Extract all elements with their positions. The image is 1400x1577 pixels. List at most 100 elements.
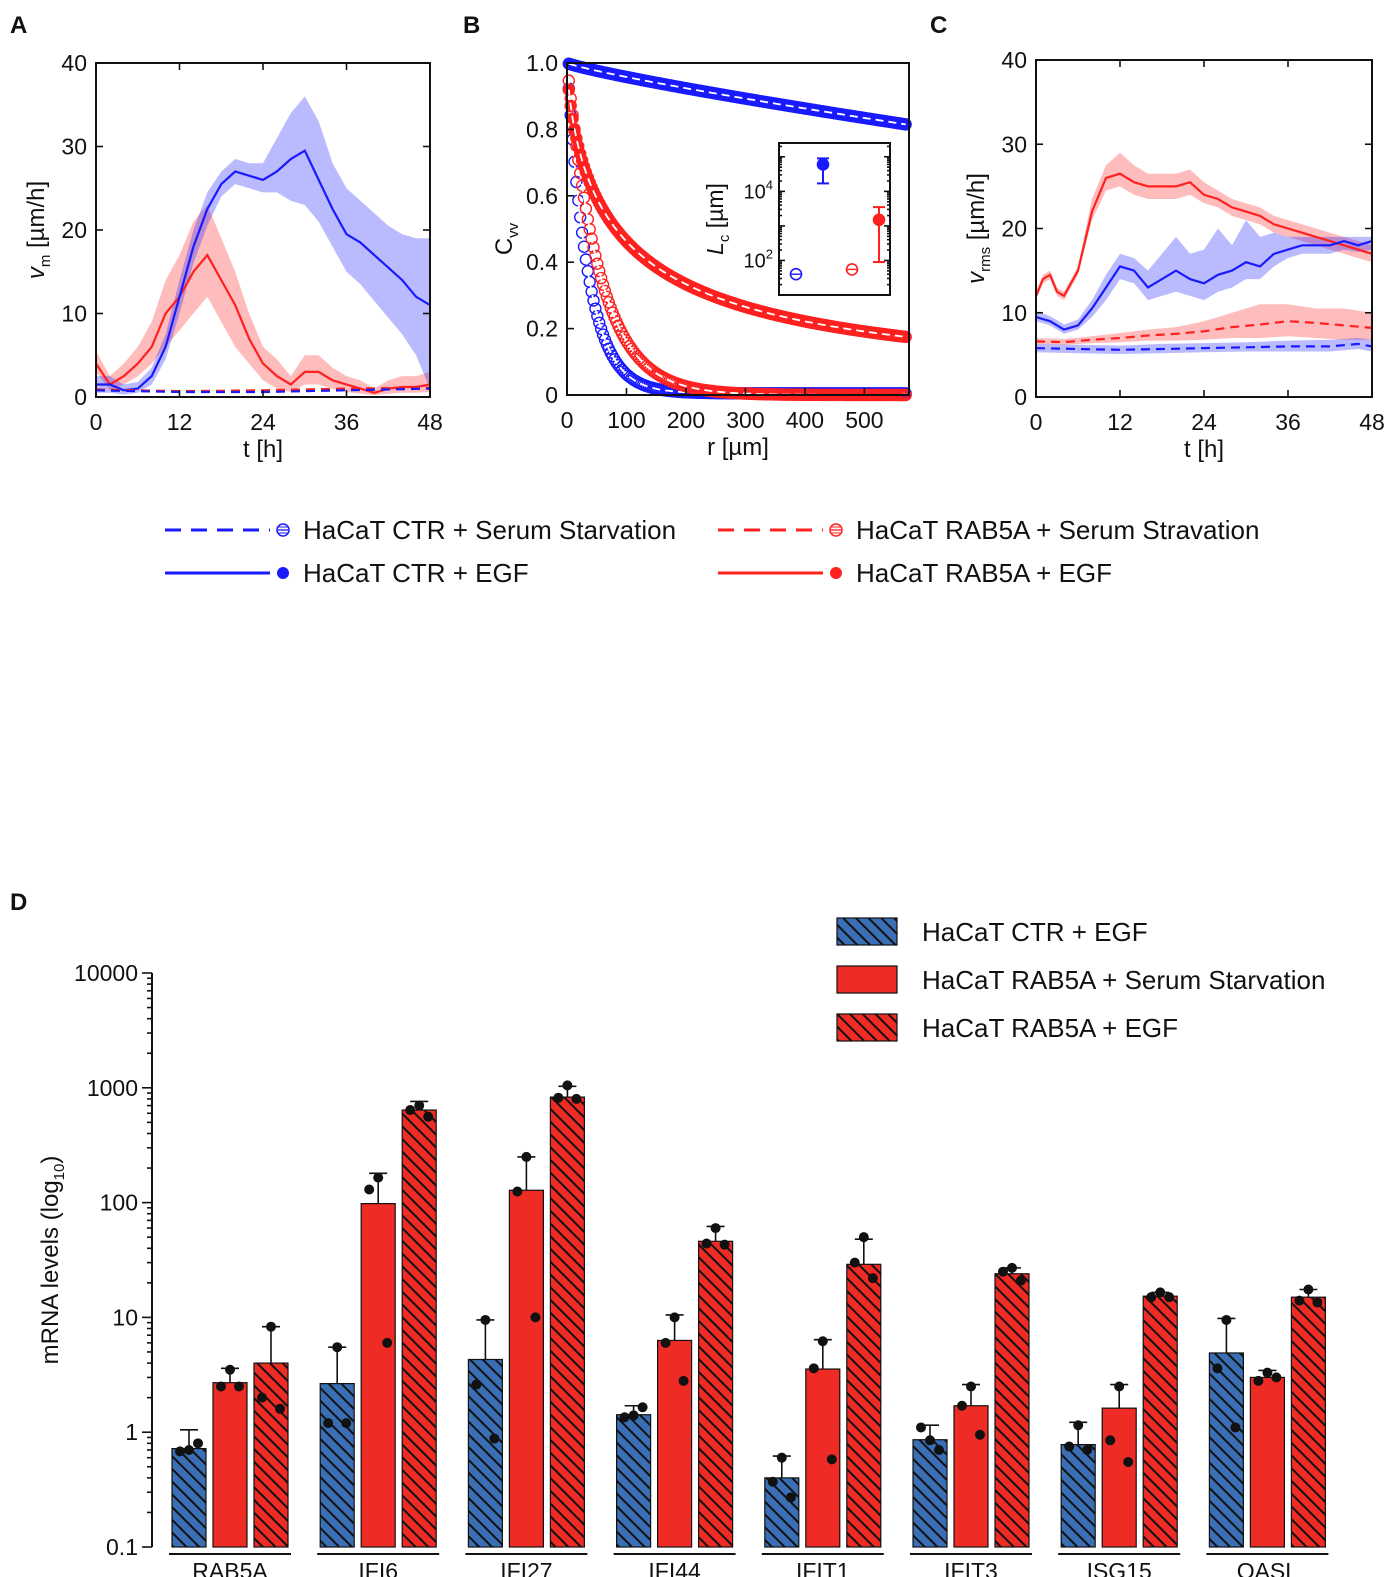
series-rab_egf (562, 83, 912, 344)
x-axis-label: t [h] (1184, 436, 1224, 463)
series-line-rab_egf (1036, 172, 1372, 298)
replicate-point (966, 1381, 976, 1392)
replicate-point (867, 1273, 878, 1284)
replicate-point (776, 1452, 787, 1463)
replicate-point (1105, 1435, 1116, 1446)
replicate-point (719, 1239, 730, 1250)
x-axis-label: r [µm] (707, 434, 769, 461)
y-tick-label: 40 (1001, 47, 1027, 73)
legend-label-rab_egf: HaCaT RAB5A + EGF (856, 558, 1112, 588)
replicate-point (423, 1111, 434, 1122)
line-legend: HaCaT CTR + Serum Starvation HaCaT RAB5A … (165, 515, 1259, 588)
replicate-point (1303, 1284, 1314, 1295)
y-tick-label: 0 (545, 382, 558, 408)
replicate-point (1007, 1262, 1017, 1273)
y-tick-label: 0 (1014, 384, 1027, 410)
x-tick-label: 300 (726, 407, 764, 433)
replicate-point (373, 1172, 384, 1183)
plot-area (1036, 152, 1372, 354)
panel-letter-c: C (930, 12, 947, 39)
replicate-point (1312, 1297, 1323, 1308)
y-tick-label: 40 (61, 50, 87, 76)
y-tick-label: 0.1 (106, 1534, 138, 1560)
replicate-point (471, 1379, 482, 1390)
replicate-point (1221, 1314, 1232, 1325)
plot-frame (566, 62, 910, 396)
data-point (600, 290, 614, 304)
y-tick-label: 30 (1001, 131, 1027, 157)
y-axis-label-end: ) (37, 1156, 64, 1164)
x-tick-label: 12 (167, 409, 193, 435)
bar (953, 1405, 989, 1548)
band-rab_ss (1036, 304, 1372, 345)
replicate-point (414, 1100, 425, 1111)
y-tick-label: 0.6 (526, 183, 558, 209)
fit-line (567, 89, 906, 338)
replicate-point (975, 1429, 985, 1440)
bar-group-oasl: OASL (1206, 1284, 1329, 1577)
data-point (585, 285, 598, 298)
y-axis-label-sub: vv (505, 222, 522, 238)
panel-a-chart: 0 12 24 36 48 0 10 20 30 40 t [h] vm [µm/h] (23, 50, 443, 463)
y-tick-label: 20 (1001, 216, 1027, 242)
series-line-rab_ss (1036, 320, 1372, 344)
data-point (589, 302, 602, 315)
replicate-point (710, 1223, 721, 1234)
y-tick-label: 1000 (87, 1075, 138, 1101)
inset-tick-exp: 4 (766, 177, 773, 192)
panel-c-chart: 0 12 24 36 48 0 10 20 30 40 t [h] vrms [µm/h] (963, 47, 1385, 463)
bar (1142, 1295, 1178, 1548)
legend-label-rab_ss: HaCaT RAB5A + Serum Stravation (856, 515, 1259, 545)
inset-y-label-unit: [µm] (702, 183, 728, 235)
x-tick-label: 36 (334, 409, 360, 435)
bar (360, 1203, 396, 1548)
band-rab_egf (96, 205, 430, 396)
inset-y-label: Lc [µm] (702, 183, 733, 255)
replicate-point (225, 1364, 235, 1375)
series-line-ctr_egf (1036, 239, 1372, 331)
replicate-point (341, 1418, 352, 1429)
band-ctr_ss (1036, 338, 1372, 354)
y-axis-label: vrms [µm/h] (963, 173, 994, 284)
x-tick-label: 24 (250, 409, 276, 435)
data-point (587, 294, 600, 307)
replicate-point (175, 1446, 185, 1457)
x-axis-label: t [h] (243, 436, 283, 463)
replicate-point (1230, 1422, 1241, 1433)
replicate-point (767, 1476, 778, 1487)
replicate-point (521, 1151, 532, 1162)
inset-point (816, 158, 830, 171)
panel-letter-b: B (463, 12, 480, 39)
category-label: IFIT1 (796, 1558, 850, 1577)
replicate-point (669, 1312, 680, 1323)
y-axis-label-text: mRNA levels (log (37, 1180, 64, 1364)
replicate-point (916, 1422, 926, 1433)
inset-tick-base: 10 (744, 250, 766, 272)
bar (171, 1447, 207, 1548)
inset-point (872, 213, 886, 227)
replicate-point (184, 1444, 194, 1455)
data-point (583, 275, 596, 289)
replicate-point (512, 1186, 523, 1197)
inset-tick-exp: 2 (766, 246, 773, 261)
bar-group-rab5a: RAB5A (169, 1321, 291, 1577)
bar (212, 1382, 248, 1548)
replicate-point (382, 1337, 393, 1348)
panel-letter-d: D (10, 889, 27, 916)
y-tick-label: 1 (125, 1419, 138, 1445)
replicate-point (364, 1184, 375, 1195)
bar (253, 1362, 289, 1548)
y-axis-label-var: v (963, 270, 990, 284)
y-axis-label: mRNA levels (log10) (37, 1156, 68, 1365)
inset-tick-label: 102 (744, 246, 773, 272)
y-axis-label-sub: m (37, 255, 54, 268)
replicate-point (405, 1105, 416, 1116)
y-tick-label: 10 (1001, 300, 1027, 326)
x-tick-label: 36 (1275, 409, 1301, 435)
x-tick-label: 0 (561, 407, 574, 433)
bar-group-ifit1: IFIT1 (761, 1232, 884, 1577)
data-point (589, 249, 602, 262)
legend-marker-rab_egf (830, 567, 842, 579)
x-tick-label: 12 (1107, 409, 1133, 435)
inset-tick-label: 104 (744, 177, 773, 203)
